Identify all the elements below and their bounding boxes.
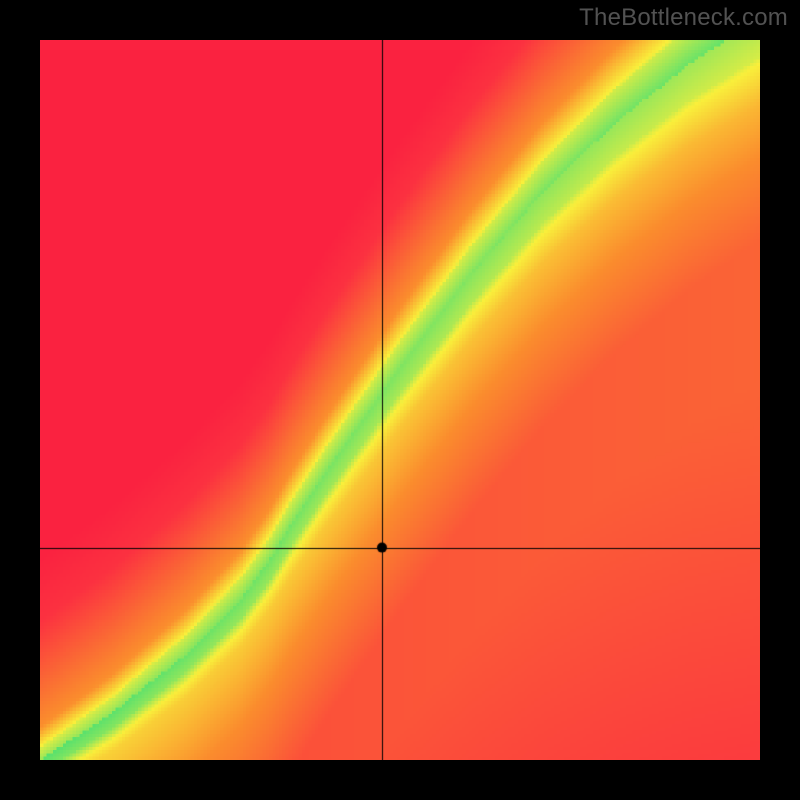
crosshair-canvas [40,40,760,760]
watermark-text: TheBottleneck.com [579,4,788,32]
figure-container: TheBottleneck.com [0,0,800,800]
plot-area [40,40,760,760]
